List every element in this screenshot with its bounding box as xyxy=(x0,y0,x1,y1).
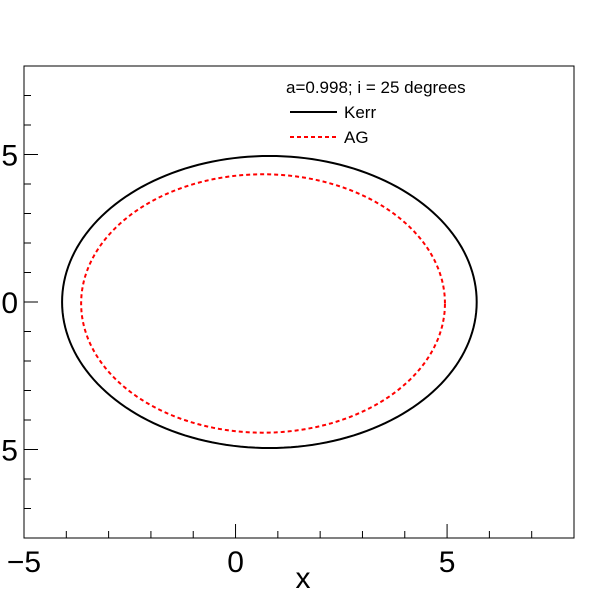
x-axis-label: x xyxy=(296,562,311,595)
y-tick-label: 0 xyxy=(1,287,18,320)
legend: a=0.998; i = 25 degrees Kerr AG xyxy=(286,78,466,147)
x-tick-label: 0 xyxy=(227,546,244,579)
x-tick-label: −5 xyxy=(7,546,41,579)
axis-ticks xyxy=(23,65,575,539)
legend-kerr-label: Kerr xyxy=(344,103,376,122)
series-kerr-curve xyxy=(61,154,478,450)
tick-labels: −5 0 5 −5 0 5 xyxy=(0,140,455,580)
y-tick-label: 5 xyxy=(1,140,18,173)
x-tick-label: 5 xyxy=(439,546,456,579)
legend-header: a=0.998; i = 25 degrees xyxy=(286,78,466,97)
legend-ag-label: AG xyxy=(344,128,369,147)
series-ag-curve xyxy=(80,173,446,434)
y-tick-label: −5 xyxy=(0,435,18,468)
data-series xyxy=(61,154,478,450)
